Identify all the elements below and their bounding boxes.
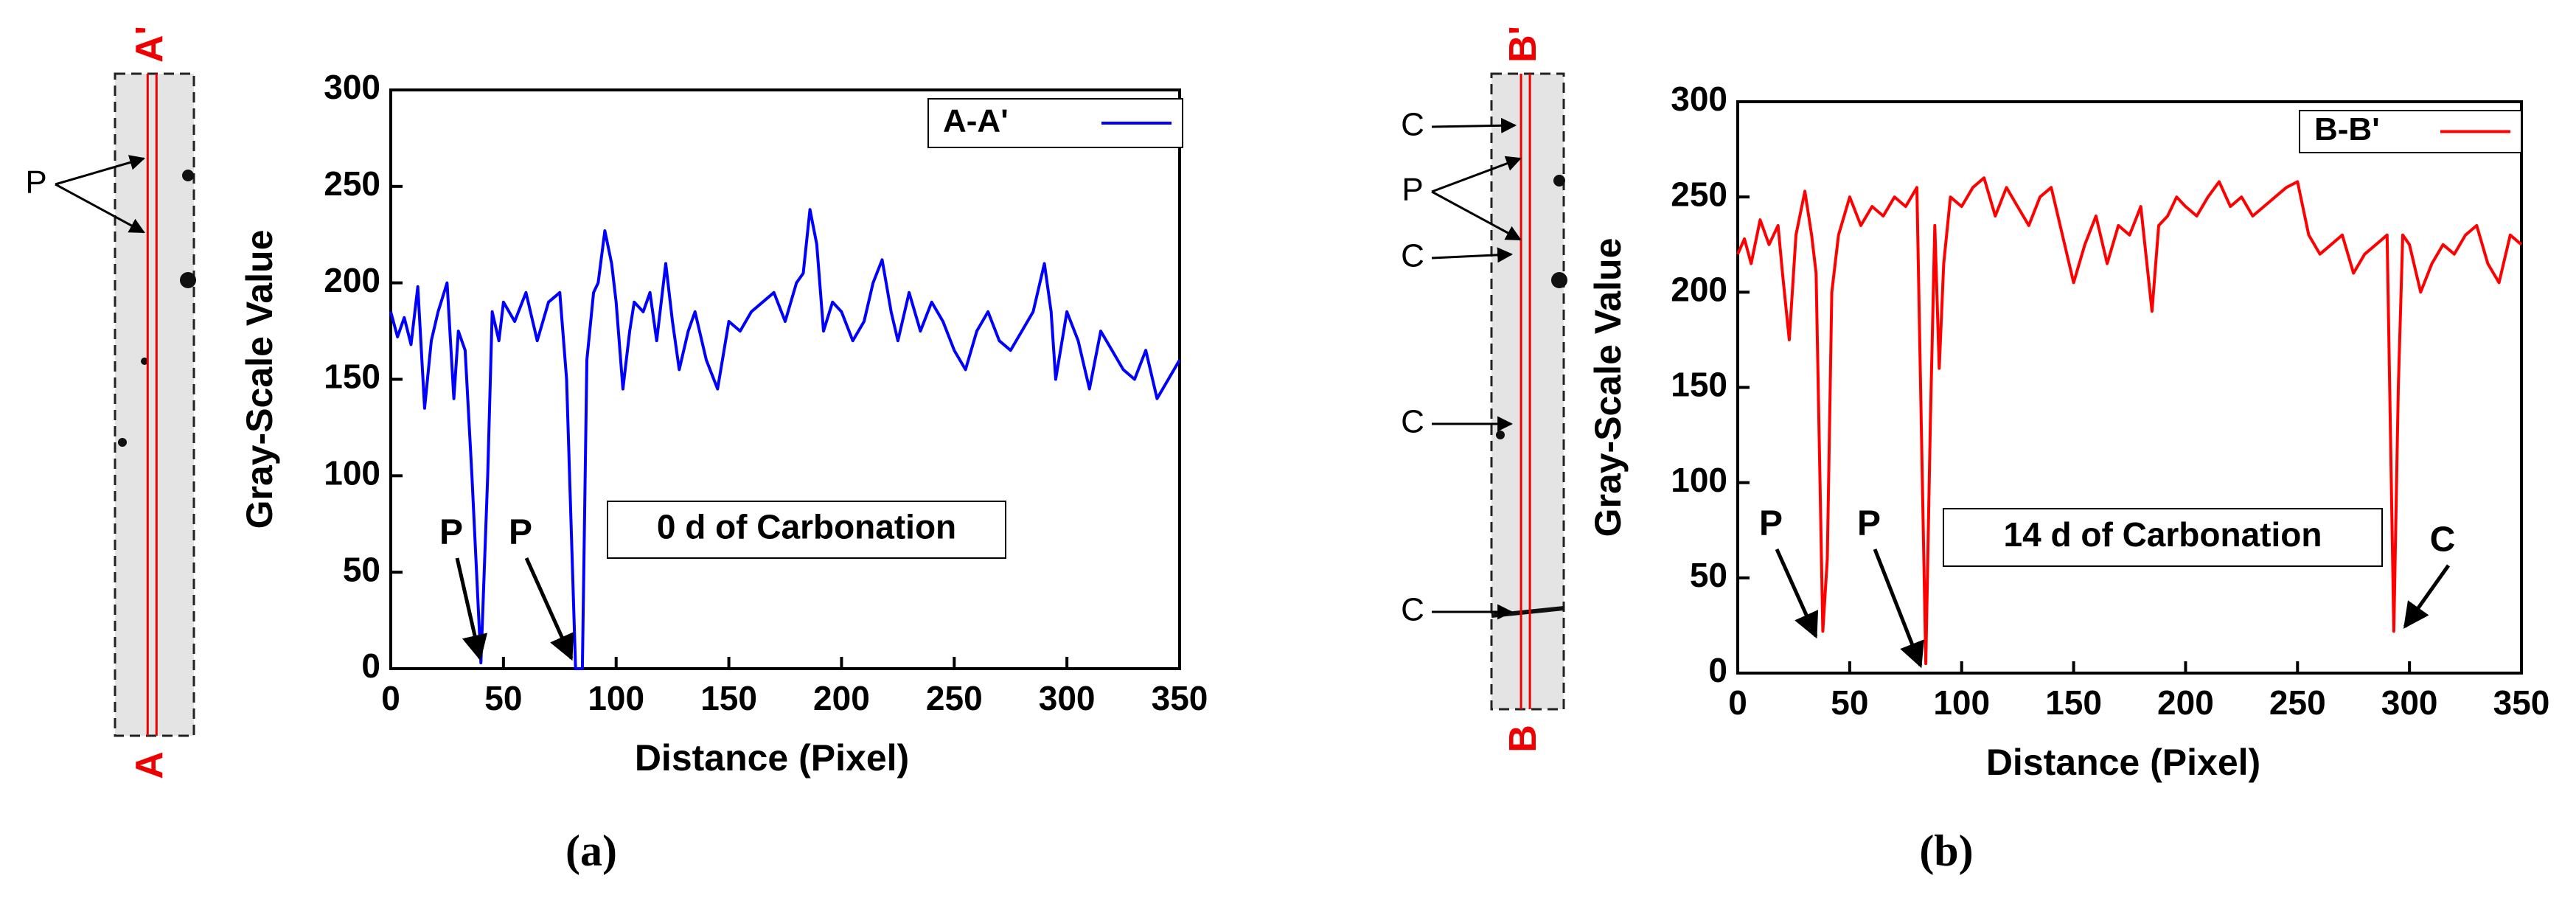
annotation-arrow [1873,548,1924,669]
annotation-box [607,501,1006,559]
annotation-box [1943,508,2383,567]
feature-label: P [25,164,46,201]
feature-label: C [1401,592,1424,628]
pore [182,170,194,181]
annotation-arrow [2403,564,2451,629]
data-line [1736,176,2523,666]
y-axis-title: Gray-Scale Value [1587,238,1629,537]
plot-frame [1736,100,2523,675]
annotation: C [2430,520,2456,560]
legend-label: B-B' [2314,111,2380,147]
y-axis-title: Gray-Scale Value [239,230,280,529]
x-tick-label: 0 [381,679,400,717]
x-tick-label: 150 [2045,683,2102,722]
annotation: 14 d of Carbonation [2004,515,2322,554]
feature-label: C [1401,107,1424,143]
x-tick-label: 300 [2381,683,2438,722]
x-tick-label: 0 [1728,683,1747,722]
section-label: A' [128,26,171,63]
y-tick-label: 0 [1708,651,1727,689]
pore [141,358,148,365]
feature-arrow [1431,247,1514,263]
y-tick-label: 50 [1690,556,1727,594]
annotation: P [1759,504,1783,543]
feature-label: C [1401,404,1424,440]
y-tick-label: 150 [1671,366,1727,404]
x-axis-title: Distance (Pixel) [635,737,909,779]
x-tick-label: 50 [1831,683,1868,722]
x-tick-label: 350 [1152,679,1208,717]
annotation: 0 d of Carbonation [657,508,956,546]
x-tick-label: 150 [700,679,757,717]
x-tick-label: 200 [813,679,870,717]
y-tick-label: 250 [324,164,380,203]
pore [1553,175,1565,187]
plot-frame [389,88,1181,670]
x-tick-label: 250 [2269,683,2326,722]
x-axis-title: Distance (Pixel) [1986,742,2260,783]
x-tick-label: 50 [484,679,522,717]
x-tick-label: 300 [1039,679,1096,717]
y-tick-label: 50 [343,550,380,588]
feature-arrow [55,183,145,234]
pore [1551,272,1567,288]
annotation-arrow [455,557,488,661]
section-label: B [1502,725,1545,753]
section-label: B' [1502,26,1545,63]
pore [118,438,127,447]
annotation: P [439,513,463,552]
pore [1496,431,1505,439]
annotation: P [1857,504,1881,543]
y-tick-label: 150 [324,358,380,396]
pore [180,272,196,288]
x-tick-label: 100 [1933,683,1990,722]
y-tick-label: 0 [361,647,380,685]
feature-arrow [1431,190,1522,241]
y-tick-label: 250 [1671,175,1727,213]
legend-label: A-A' [943,103,1009,139]
specimen-image [114,72,195,737]
y-tick-label: 100 [324,453,380,492]
y-tick-label: 300 [324,68,380,106]
feature-label: P [1402,172,1423,208]
feature-arrow [55,155,146,186]
data-line [389,208,1181,670]
y-tick-label: 200 [1671,270,1727,308]
y-tick-label: 100 [1671,461,1727,499]
specimen-image [1490,72,1565,711]
feature-arrow [1431,117,1517,133]
x-tick-label: 350 [2493,683,2550,722]
x-tick-label: 250 [926,679,983,717]
annotation: P [509,513,532,552]
panel-label: (b) [1919,826,1973,875]
feature-label: C [1401,238,1424,274]
annotation-arrow [1775,548,1819,639]
section-label: A [128,751,171,779]
panel-label: (a) [565,826,617,875]
y-tick-label: 300 [1671,80,1727,118]
x-tick-label: 200 [2157,683,2214,722]
feature-arrow [1431,156,1522,193]
x-tick-label: 100 [588,679,644,717]
y-tick-label: 200 [324,261,380,299]
annotation-arrow [524,557,574,661]
